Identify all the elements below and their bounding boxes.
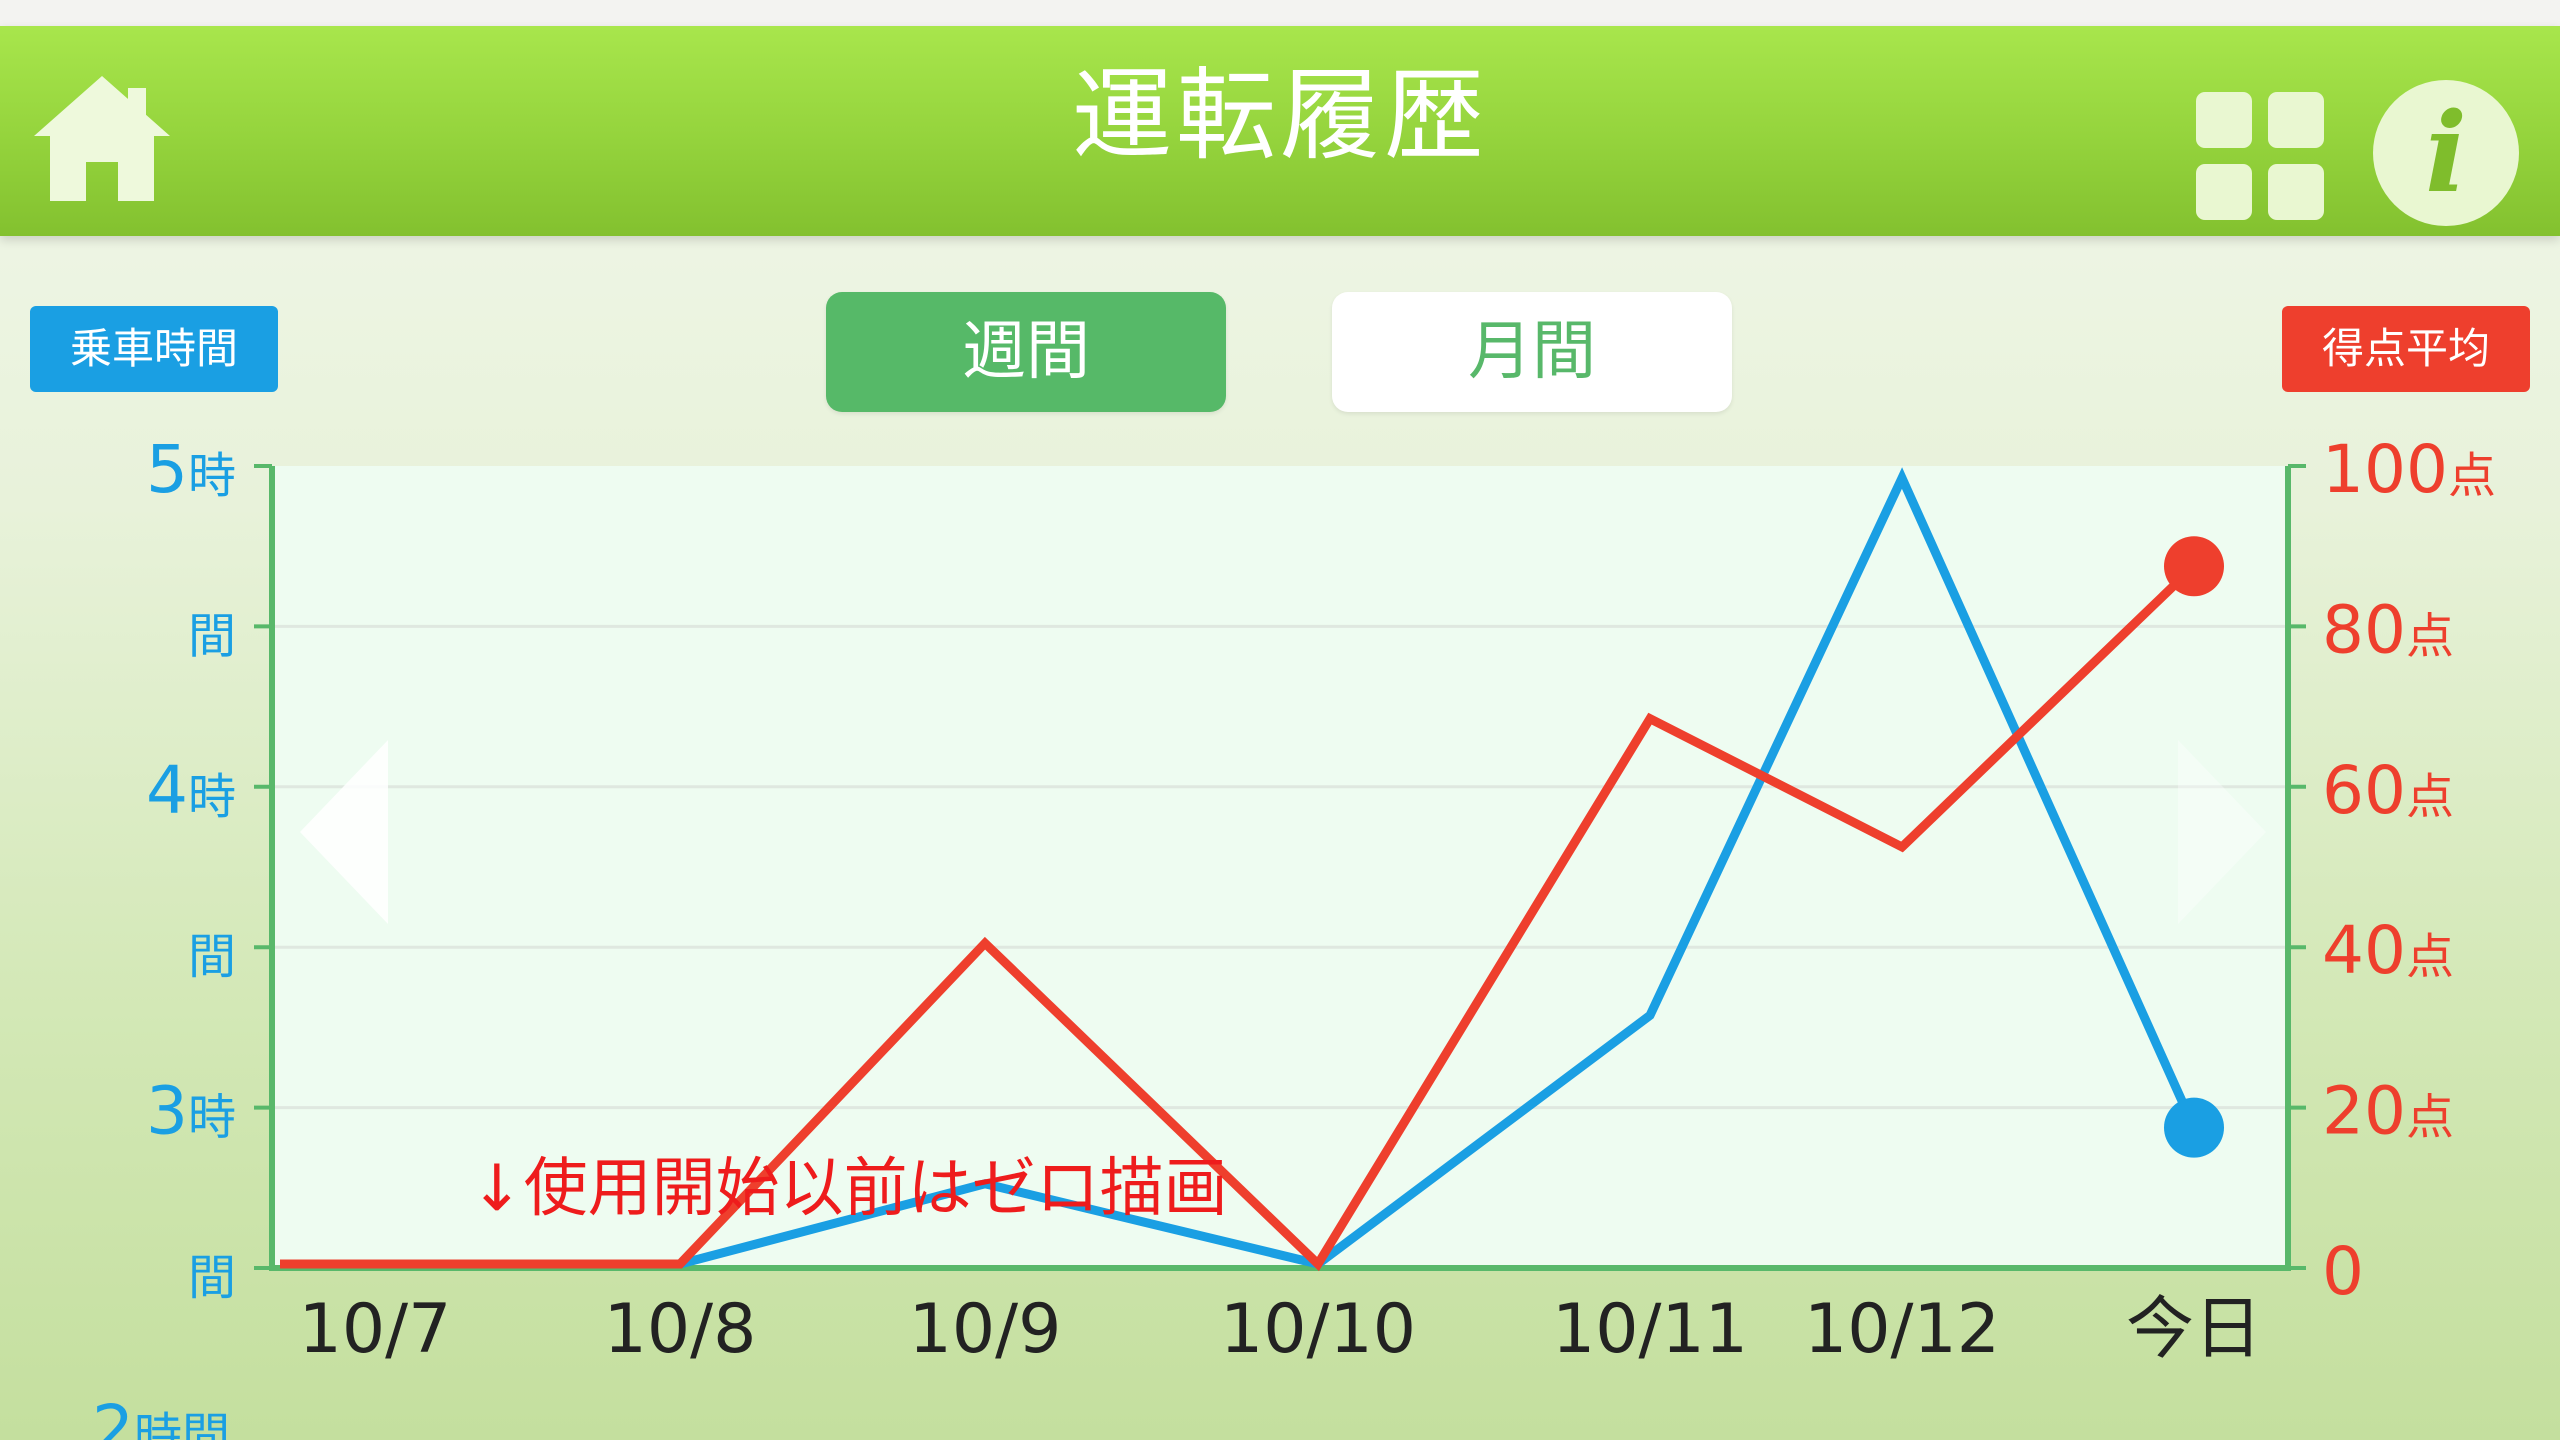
y-left-tick-label: 4時 bbox=[146, 752, 236, 829]
current-point-marker-ride-time bbox=[2164, 1097, 2224, 1158]
home-button[interactable] bbox=[30, 66, 175, 211]
info-button[interactable]: i bbox=[2373, 80, 2519, 226]
y-right-tick-label: 100点 bbox=[2322, 431, 2496, 508]
y-right-tick-label: 20点 bbox=[2322, 1073, 2454, 1150]
x-category-label: 10/8 bbox=[604, 1290, 757, 1369]
y-right-tick-label: 80点 bbox=[2322, 591, 2454, 668]
pre-usage-annotation: ↓使用開始以前はゼロ描画 bbox=[470, 1152, 1228, 1226]
plot-area bbox=[272, 466, 2288, 1268]
chevron-right-icon[interactable] bbox=[2178, 740, 2266, 924]
tab-weekly[interactable]: 週間 bbox=[826, 292, 1226, 412]
x-category-label: 10/12 bbox=[1804, 1290, 2000, 1369]
info-icon: i bbox=[2425, 88, 2467, 217]
page-title: 運転履歴 bbox=[1072, 57, 1488, 174]
x-category-label: 10/11 bbox=[1552, 1290, 1748, 1369]
y-right-tick-label: 60点 bbox=[2322, 752, 2454, 829]
y-left-tick-label: 3時 bbox=[146, 1073, 236, 1150]
score-average-legend-badge: 得点平均 bbox=[2282, 306, 2530, 392]
y-left-tick-label: 間 bbox=[188, 608, 236, 664]
home-icon bbox=[34, 76, 170, 201]
x-category-label: 10/10 bbox=[1220, 1290, 1416, 1369]
ride-time-legend-badge: 乗車時間 bbox=[30, 306, 278, 392]
grid-menu-button[interactable] bbox=[2196, 92, 2328, 224]
status-strip bbox=[0, 0, 2560, 26]
series-line-score-average bbox=[280, 563, 2198, 1272]
y-left-tick-label: 間 bbox=[188, 1250, 236, 1306]
tab-monthly[interactable]: 月間 bbox=[1332, 292, 1732, 412]
y-left-cut-label: 2時間 bbox=[92, 1391, 230, 1440]
app-header: 運転履歴 i bbox=[0, 26, 2560, 236]
y-left-tick-label: 間 bbox=[188, 929, 236, 985]
y-right-tick-label: 40点 bbox=[2322, 912, 2454, 989]
x-category-label: 10/9 bbox=[909, 1290, 1062, 1369]
chevron-left-icon[interactable] bbox=[300, 740, 388, 924]
y-left-tick-label: 5時 bbox=[146, 431, 236, 508]
x-category-label: 10/7 bbox=[299, 1290, 452, 1369]
y-right-tick-label: 0 bbox=[2322, 1233, 2364, 1310]
x-category-label: 今日 bbox=[2126, 1290, 2262, 1369]
current-point-marker-score-average bbox=[2164, 536, 2224, 597]
